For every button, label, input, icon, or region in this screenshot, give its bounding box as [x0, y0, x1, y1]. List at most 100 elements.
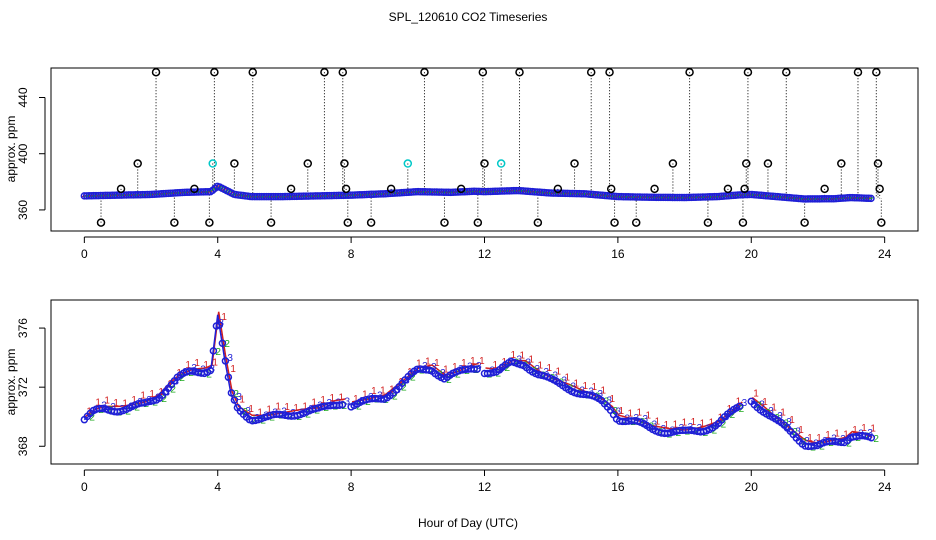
series-label-mark: 1 — [691, 417, 697, 428]
series-label-mark: 3 — [652, 419, 658, 430]
series-label-mark: 3 — [227, 353, 233, 364]
bottom-panel: 1231231231231231231231231231231231231231… — [4, 299, 919, 494]
series-label-mark: 3 — [245, 406, 251, 417]
series-label-mark: 1 — [293, 403, 299, 414]
series-point — [218, 339, 227, 347]
series-point — [149, 396, 158, 405]
outlier-point — [343, 218, 353, 227]
series-label-mark: 2 — [730, 410, 736, 421]
bottom-y-tick-label: 372 — [16, 377, 30, 397]
series-label-mark: 1 — [185, 360, 191, 371]
outlier-point — [873, 159, 883, 168]
series-label-mark: 3 — [553, 370, 559, 381]
series-label-mark: 1 — [104, 395, 110, 406]
outlier-point — [480, 159, 489, 168]
outlier-point — [440, 218, 449, 227]
outlier-point — [190, 184, 199, 194]
series-label-mark: 2 — [161, 394, 167, 405]
top-y-tick-label: 360 — [16, 200, 30, 220]
outlier-point — [248, 67, 257, 77]
series-label-mark: 3 — [535, 364, 541, 375]
series-label-mark: 2 — [550, 373, 556, 384]
series-label-mark: 1 — [452, 362, 458, 373]
series-label-mark: 3 — [308, 404, 314, 415]
series-label-mark: 1 — [592, 382, 598, 393]
series-label-mark: 2 — [410, 373, 416, 384]
bottom-x-tick-label: 0 — [81, 480, 88, 494]
series-label-mark: 2 — [864, 432, 870, 443]
series-label-mark: 3 — [571, 382, 577, 393]
series-label-mark: 1 — [371, 386, 377, 397]
top-x-tick-label: 12 — [478, 247, 492, 261]
series-label-mark: 3 — [182, 367, 188, 378]
series-label-mark: 1 — [443, 364, 449, 375]
series-label-mark: 3 — [804, 436, 810, 447]
series-label-mark: 1 — [131, 395, 137, 406]
series-label-mark: 2 — [179, 373, 185, 384]
series-label-mark: 2 — [401, 383, 407, 394]
series-label-mark: 1 — [320, 395, 326, 406]
outlier-point — [303, 159, 313, 168]
top-panel-marks — [80, 67, 886, 227]
series-label-mark: 1 — [637, 408, 643, 419]
series-point — [470, 365, 478, 373]
series-label-mark: 1 — [266, 405, 272, 416]
series-label-mark: 2 — [640, 417, 646, 428]
top-y-axis: 360 400 440 — [16, 87, 46, 220]
series-label-mark: 3 — [715, 420, 721, 431]
series-label-mark: 3 — [795, 427, 801, 438]
series-label-mark: 2 — [586, 390, 592, 401]
bottom-x-tick-label: 4 — [214, 480, 221, 494]
series-point — [867, 434, 876, 442]
series-label-mark: 1 — [203, 360, 209, 371]
series-label-mark: 1 — [407, 367, 413, 378]
series-label-mark: 1 — [556, 367, 562, 378]
outlier-point — [723, 184, 733, 194]
series-point — [224, 373, 233, 381]
series-label-mark: 1 — [520, 351, 526, 362]
series-label-mark: 2 — [116, 408, 122, 419]
series-label-mark: 1 — [852, 425, 858, 436]
outlier-point — [133, 159, 142, 168]
series-label-mark: 1 — [461, 358, 467, 369]
series-label-mark: 1 — [221, 312, 227, 323]
series-point — [335, 401, 344, 409]
series-label-mark: 2 — [783, 419, 789, 430]
series-label-mark: 2 — [446, 375, 452, 386]
series-label-mark: 1 — [780, 408, 786, 419]
series-label-mark: 2 — [224, 339, 230, 350]
outlier-point — [738, 218, 748, 227]
series-label-mark: 1 — [239, 395, 245, 406]
series-label-mark: 1 — [470, 356, 476, 367]
series-label-mark: 1 — [140, 391, 146, 402]
series-point — [227, 389, 236, 397]
outlier-point — [668, 159, 678, 168]
series-label-mark: 1 — [753, 388, 759, 399]
series-label-mark: 3 — [616, 407, 622, 418]
bottom-x-tick-label: 12 — [478, 480, 492, 494]
outlier-point — [403, 159, 413, 168]
series-label-mark: 1 — [95, 398, 101, 409]
outlier-point — [740, 184, 749, 194]
series-label-mark: 3 — [562, 375, 568, 386]
series-label-mark: 2 — [392, 392, 398, 403]
top-y-tick-label: 400 — [16, 143, 30, 163]
series-label-mark: 1 — [547, 363, 553, 374]
series-label-mark: 2 — [233, 389, 239, 400]
series-point — [206, 366, 215, 375]
top-x-tick-label: 4 — [214, 247, 221, 261]
series-label-mark: 3 — [164, 387, 170, 398]
outlier-point — [743, 67, 753, 77]
series-label-mark: 1 — [673, 420, 679, 431]
series-label-mark: 1 — [398, 377, 404, 388]
series-label-mark: 3 — [517, 355, 523, 366]
series-label-mark: 2 — [694, 426, 700, 437]
top-x-tick-label: 0 — [81, 247, 88, 261]
outlier-point — [205, 218, 214, 227]
series-line-red — [485, 359, 743, 431]
series-label-mark: 1 — [416, 358, 422, 369]
series-label-mark: 1 — [574, 378, 580, 389]
series-label-mark: 3 — [413, 366, 419, 377]
series-label-mark: 3 — [849, 433, 855, 444]
outlier-point — [456, 184, 466, 194]
